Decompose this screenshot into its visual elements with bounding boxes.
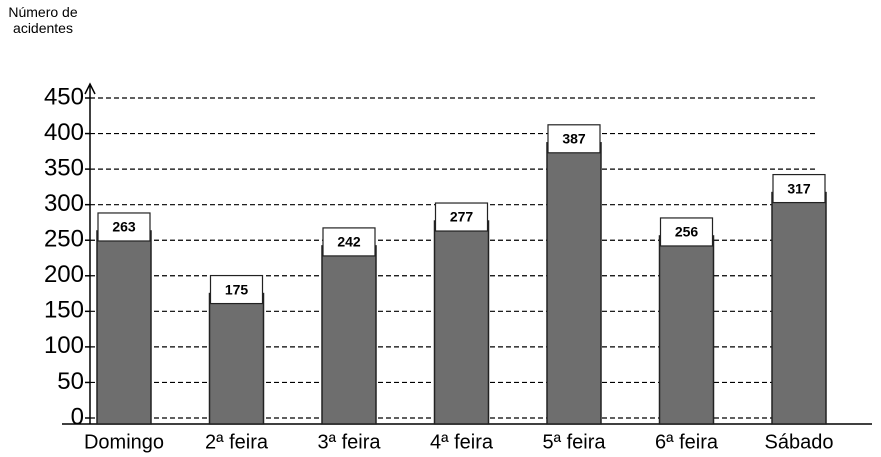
x-tick-label: 3ª feira <box>318 431 382 453</box>
x-tick-label: 6ª feira <box>655 431 719 453</box>
bar <box>658 235 715 425</box>
y-tick-label: 0 <box>71 403 84 430</box>
y-tick-label: 450 <box>44 83 84 110</box>
value-label: 256 <box>675 224 699 240</box>
y-tick-label: 50 <box>57 368 84 395</box>
bar <box>208 292 265 425</box>
x-tick-label: 5ª feira <box>543 431 607 453</box>
x-tick-label: Domingo <box>84 431 164 453</box>
value-label-box <box>209 274 264 305</box>
value-label-box <box>659 217 714 247</box>
value-label-box <box>322 227 376 257</box>
bar <box>771 191 827 425</box>
value-label-box <box>547 124 601 154</box>
value-label: 263 <box>112 219 136 235</box>
value-label: 242 <box>337 234 361 250</box>
value-label-box <box>434 202 489 232</box>
value-label: 175 <box>225 281 249 297</box>
y-tick-label: 300 <box>44 190 84 217</box>
y-axis-arrow <box>84 82 96 95</box>
y-axis-label: Número de acidentes <box>8 4 78 36</box>
y-tick-label: 400 <box>44 119 84 146</box>
y-tick-label: 250 <box>44 226 84 253</box>
x-tick-label: 4ª feira <box>430 431 494 453</box>
bar <box>96 230 152 425</box>
y-tick-label: 100 <box>44 332 84 359</box>
bar <box>546 142 602 425</box>
bar <box>321 245 377 425</box>
x-tick-label: Sábado <box>765 431 834 453</box>
y-tick-label: 150 <box>44 297 84 324</box>
value-label: 387 <box>562 131 586 147</box>
y-tick-label: 350 <box>44 154 84 181</box>
bar <box>433 220 490 425</box>
y-tick-label: 200 <box>44 261 84 288</box>
value-label: 277 <box>450 209 474 225</box>
value-label: 317 <box>787 180 811 196</box>
x-tick-label: 2ª feira <box>205 431 269 453</box>
value-label-box <box>772 173 826 204</box>
value-label-box <box>97 212 151 242</box>
